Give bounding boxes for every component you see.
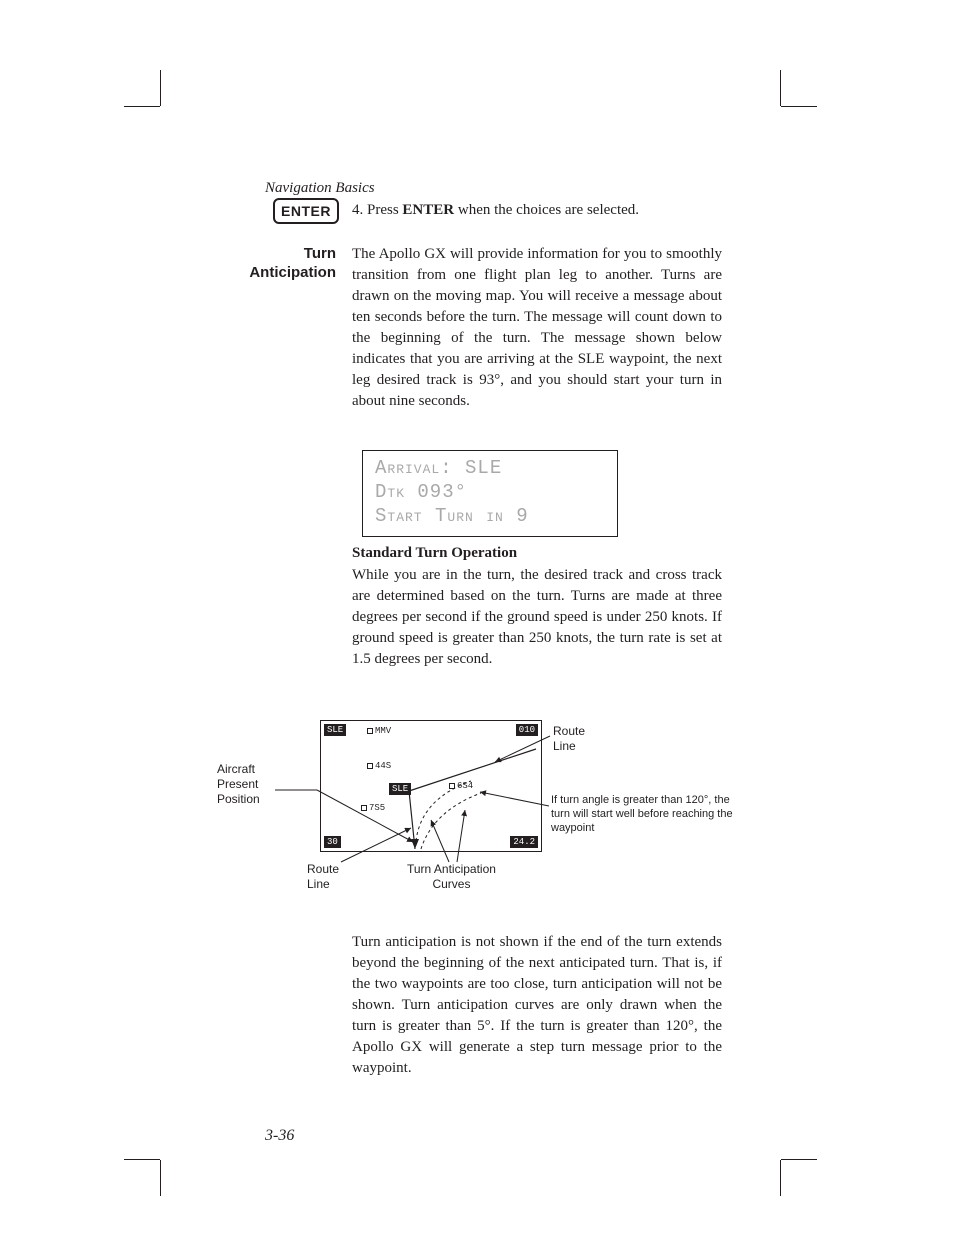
wp-6s4: 6S4 — [449, 781, 473, 791]
callout-turn-curves: Turn AnticipationCurves — [407, 862, 496, 892]
chip-distance: 24.2 — [510, 836, 538, 848]
chip-sle-top: SLE — [324, 724, 346, 736]
section-heading: Turn Anticipation — [206, 245, 336, 283]
running-head: Navigation Basics — [265, 180, 375, 197]
section-heading-l1: Turn — [304, 245, 336, 262]
callout-route-line-top: RouteLine — [553, 724, 585, 754]
callout-route-line-bottom: RouteLine — [307, 862, 339, 892]
wp-mmv: MMV — [367, 726, 391, 736]
map-lines-svg — [321, 721, 541, 851]
paragraph-intro: The Apollo GX will provide information f… — [352, 244, 722, 412]
step4-pre: 4. Press — [352, 202, 402, 218]
callout-aircraft-position: Aircraft Present Position — [217, 762, 260, 807]
paragraph-turn-not-shown: Turn anticipation is not shown if the en… — [352, 932, 722, 1079]
lcd-line-3: Start Turn in 9 — [375, 505, 605, 529]
crop-mark — [781, 106, 817, 107]
crop-mark — [124, 1159, 160, 1160]
lcd-line-1: Arrival: SLE — [375, 457, 605, 481]
section-heading-l2: Anticipation — [249, 264, 336, 281]
step4-post: when the choices are selected. — [454, 202, 639, 218]
callout-app-l1: Aircraft — [217, 762, 255, 776]
page-number: 3-36 — [265, 1127, 294, 1145]
callout-app-l2: Present — [217, 777, 258, 791]
map-screen: SLE 010 SLE 30 24.2 MMV 44S 6S4 7S5 — [320, 720, 542, 852]
crop-mark — [160, 1160, 161, 1196]
chip-sle-mid: SLE — [389, 783, 411, 795]
lcd-line-2: Dtk 093° — [375, 481, 605, 505]
crop-mark — [781, 1159, 817, 1160]
crop-mark — [780, 1160, 781, 1196]
callout-app-l3: Position — [217, 792, 260, 806]
wp-7s5: 7S5 — [361, 803, 385, 813]
crop-mark — [124, 106, 160, 107]
step4-key: ENTER — [402, 202, 454, 218]
crop-mark — [780, 70, 781, 106]
page: Navigation Basics ENTER Turn Anticipatio… — [0, 0, 954, 1235]
subheading-standard-turn: Standard Turn Operation — [352, 545, 517, 562]
callout-angle-note: If turn angle is greater than 120°, the … — [551, 794, 741, 835]
step-4: 4. Press ENTER when the choices are sele… — [352, 200, 722, 221]
crop-mark — [160, 70, 161, 106]
wp-44s: 44S — [367, 761, 391, 771]
enter-key-icon: ENTER — [273, 198, 339, 224]
chip-scale: 30 — [324, 836, 341, 848]
paragraph-standard-turn: While you are in the turn, the desired t… — [352, 565, 722, 670]
lcd-message-box: Arrival: SLE Dtk 093° Start Turn in 9 — [362, 450, 618, 537]
turn-anticipation-diagram: SLE 010 SLE 30 24.2 MMV 44S 6S4 7S5 — [265, 710, 737, 910]
chip-heading: 010 — [516, 724, 538, 736]
